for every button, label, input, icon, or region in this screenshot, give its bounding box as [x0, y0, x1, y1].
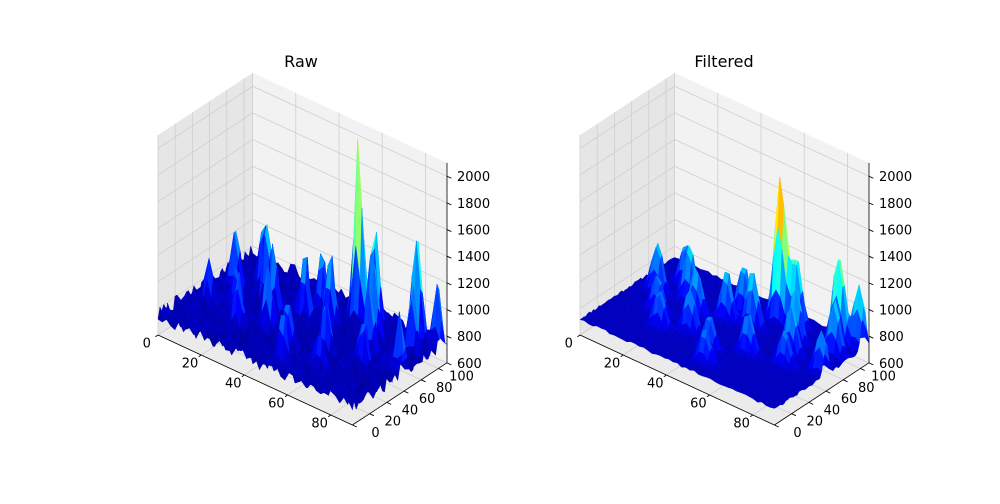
- surface-plot-filtered: Filtered 0204060800204060801006008001000…: [565, 52, 912, 441]
- x-tick-label: 20: [182, 356, 199, 371]
- z-tick-label: 2000: [879, 170, 912, 185]
- z-tick-label: 1400: [879, 250, 912, 265]
- z-tick-label: 1200: [879, 277, 912, 292]
- z-tick-label: 1000: [879, 304, 912, 319]
- z-tick: [869, 176, 873, 178]
- x-tick-label: 40: [647, 376, 664, 391]
- x-tick: [155, 335, 158, 337]
- y-tick: [774, 425, 778, 427]
- z-tick: [869, 203, 873, 205]
- x-tick: [664, 375, 667, 377]
- x-tick-label: 60: [268, 396, 285, 411]
- z-tick-label: 2000: [457, 170, 490, 185]
- z-tick-label: 1200: [457, 277, 490, 292]
- x-tick: [199, 355, 202, 357]
- y-tick: [352, 425, 356, 427]
- y-tick: [826, 391, 830, 393]
- z-tick-label: 1400: [457, 250, 490, 265]
- y-tick-label: 60: [841, 392, 858, 407]
- x-tick: [242, 375, 245, 377]
- chart-title: Filtered: [694, 52, 753, 71]
- z-tick: [447, 230, 451, 232]
- x-tick: [577, 335, 580, 337]
- y-tick: [809, 402, 813, 404]
- y-tick: [421, 380, 425, 382]
- y-tick: [370, 414, 374, 416]
- x-tick-label: 0: [143, 336, 151, 351]
- y-tick-label: 0: [793, 426, 801, 441]
- x-tick: [707, 395, 710, 397]
- y-tick-label: 40: [402, 403, 419, 418]
- z-tick-label: 600: [879, 357, 904, 372]
- x-tick-label: 0: [565, 336, 573, 351]
- z-tick: [447, 203, 451, 205]
- y-tick-label: 20: [384, 415, 401, 430]
- z-tick-label: 800: [457, 330, 482, 345]
- z-tick: [869, 363, 873, 365]
- z-tick-label: 1600: [879, 224, 912, 239]
- y-tick-label: 40: [824, 403, 841, 418]
- z-tick-label: 1800: [879, 197, 912, 212]
- y-tick: [438, 369, 442, 371]
- x-tick: [621, 355, 624, 357]
- x-tick-label: 40: [225, 376, 242, 391]
- y-tick: [860, 369, 864, 371]
- z-tick: [869, 336, 873, 338]
- y-tick-label: 0: [371, 426, 379, 441]
- x-tick: [285, 395, 288, 397]
- z-tick: [869, 256, 873, 258]
- y-tick-label: 20: [806, 415, 823, 430]
- x-tick: [750, 415, 753, 417]
- z-tick-label: 1600: [457, 224, 490, 239]
- x-tick-label: 80: [311, 416, 328, 431]
- z-tick-label: 600: [457, 357, 482, 372]
- z-tick-label: 1800: [457, 197, 490, 212]
- z-tick: [447, 283, 451, 285]
- z-tick: [447, 336, 451, 338]
- x-tick-label: 80: [733, 416, 750, 431]
- x-tick: [328, 415, 331, 417]
- z-tick-label: 800: [879, 330, 904, 345]
- y-tick: [404, 391, 408, 393]
- chart-title: Raw: [284, 52, 318, 71]
- z-tick-label: 1000: [457, 304, 490, 319]
- x-tick-label: 20: [604, 356, 621, 371]
- y-tick: [792, 414, 796, 416]
- z-tick: [447, 363, 451, 365]
- z-tick: [869, 310, 873, 312]
- z-tick: [447, 256, 451, 258]
- y-tick-label: 60: [419, 392, 436, 407]
- z-tick: [869, 230, 873, 232]
- z-tick: [447, 176, 451, 178]
- surface-plot-raw: Raw 020406080020406080100600800100012001…: [143, 52, 490, 441]
- z-tick: [869, 283, 873, 285]
- y-tick: [387, 402, 391, 404]
- x-tick-label: 60: [690, 396, 707, 411]
- y-tick: [843, 380, 847, 382]
- z-tick: [447, 310, 451, 312]
